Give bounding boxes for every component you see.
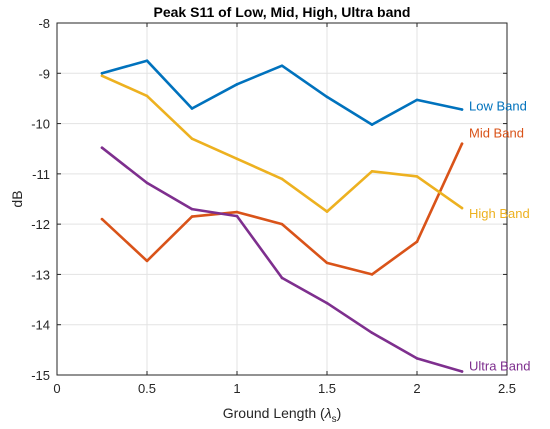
series-lines (100, 59, 464, 373)
data-point-mid-band (100, 217, 104, 221)
data-point-mid-band (370, 273, 374, 276)
data-point-mid-band (190, 215, 194, 218)
data-point-high-band (235, 157, 239, 161)
x-tick-label: 0 (53, 381, 60, 396)
data-point-high-band (280, 177, 284, 181)
y-tick-label: -11 (32, 167, 50, 182)
x-tick-label: 1.5 (318, 381, 336, 396)
y-tick-label: -15 (31, 368, 50, 383)
data-point-low-band (325, 95, 329, 99)
data-point-mid-band (325, 261, 329, 265)
x-axis-label-symbol: λ (324, 405, 332, 421)
x-axis-ticks: 0 0.5 1 1.5 2 2.5 (53, 23, 516, 396)
data-point-mid-band (415, 240, 419, 244)
plot-area (56, 22, 508, 376)
data-point-high-band (190, 137, 194, 140)
data-point-high-band (325, 210, 329, 213)
data-point-ultra-band (370, 331, 374, 335)
data-point-low-band (100, 71, 104, 75)
series-label-ultra-band: Ultra Band (469, 358, 530, 373)
y-tick-label: -14 (31, 318, 50, 333)
data-point-low-band (235, 83, 239, 86)
data-point-low-band (415, 98, 419, 102)
x-tick-label: 0.5 (138, 381, 156, 396)
data-point-mid-band (235, 210, 239, 214)
y-tick-label: -13 (31, 267, 50, 282)
data-point-ultra-band (100, 146, 104, 150)
data-point-high-band (100, 74, 104, 78)
y-tick-label: -10 (31, 117, 50, 132)
x-axis-label-text: Ground Length (223, 405, 316, 421)
data-point-mid-band (460, 142, 464, 145)
series-label-low-band: Low Band (469, 98, 527, 113)
data-point-high-band (415, 175, 419, 178)
x-tick-label: 2 (413, 381, 420, 396)
x-axis-label-subscript: s (332, 414, 337, 425)
x-tick-label: 1 (233, 381, 240, 396)
data-point-mid-band (145, 259, 149, 263)
y-axis-label: dB (9, 190, 25, 207)
data-point-ultra-band (280, 276, 284, 280)
y-axis-ticks: -15 -14 -13 -12 -11 -10 -9 -8 (31, 16, 507, 383)
data-point-mid-band (280, 222, 284, 226)
y-tick-label: -12 (31, 217, 50, 232)
data-point-high-band (460, 206, 464, 210)
data-point-ultra-band (235, 214, 239, 218)
plot-border (56, 22, 508, 376)
data-point-ultra-band (460, 370, 464, 373)
data-point-low-band (145, 59, 149, 63)
data-point-high-band (370, 170, 374, 173)
series-label-mid-band: Mid Band (469, 126, 524, 141)
x-tick-label: 2.5 (498, 381, 516, 396)
data-point-low-band (190, 107, 194, 110)
data-point-low-band (370, 123, 374, 126)
series-labels: Low Band Mid Band High Band Ultra Band (469, 98, 530, 373)
data-point-low-band (460, 108, 464, 111)
chart-title: Peak S11 of Low, Mid, High, Ultra band (154, 4, 411, 20)
data-point-ultra-band (325, 301, 329, 305)
y-tick-label: -8 (38, 16, 50, 31)
x-axis-label: Ground Length (λs) (223, 405, 342, 425)
data-point-ultra-band (415, 357, 419, 360)
series-label-high-band: High Band (469, 206, 530, 221)
data-point-low-band (280, 64, 284, 68)
y-tick-label: -9 (38, 66, 50, 81)
data-point-ultra-band (190, 207, 194, 211)
data-point-ultra-band (145, 181, 149, 185)
data-point-high-band (145, 94, 149, 98)
